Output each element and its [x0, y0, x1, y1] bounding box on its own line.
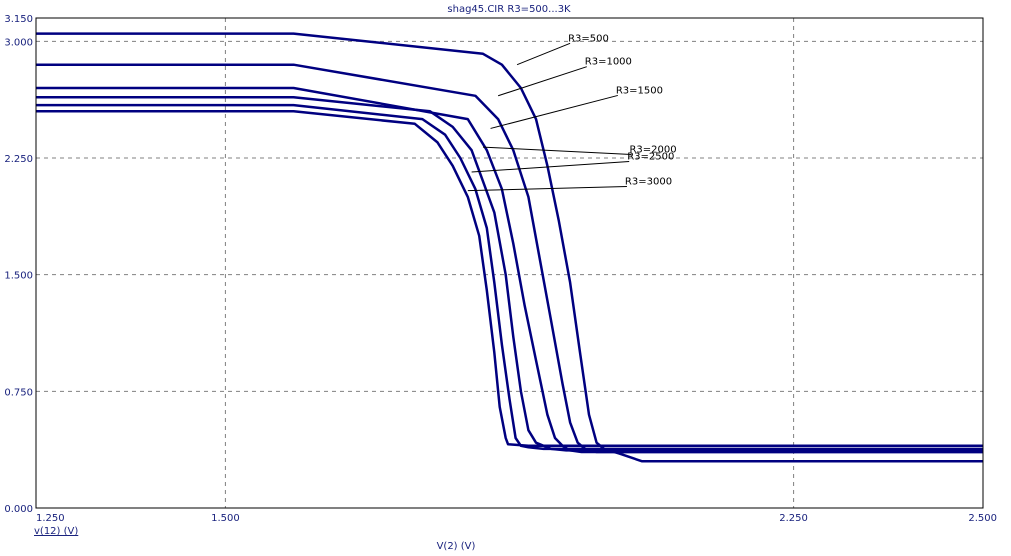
- y-axis-label: v(12) (V): [34, 526, 78, 537]
- y-tick-label: 0.000: [4, 504, 33, 515]
- series-layer: [36, 32, 983, 463]
- y-tick-label: 3.000: [4, 37, 33, 48]
- y-tick-label: 3.150: [4, 14, 33, 25]
- x-axis-label: V(2) (V): [437, 541, 476, 552]
- x-tick-label: 1.500: [211, 513, 240, 524]
- y-tick-label: 2.250: [4, 154, 33, 165]
- chart-title: shag45.CIR R3=500...3K: [447, 4, 571, 15]
- annotation-leader-4: [482, 146, 632, 156]
- series-line-6: [36, 110, 983, 448]
- series-line-1: [36, 32, 983, 463]
- annotation-leader-5: [471, 161, 630, 173]
- annotation-label-5: R3=2500: [627, 152, 674, 163]
- annotation-label-1: R3=500: [568, 33, 609, 44]
- y-tick-label: 0.750: [4, 387, 33, 398]
- x-tick-label: 1.250: [36, 513, 65, 524]
- annotation-leader-6: [467, 185, 627, 192]
- plot-frame: [35, 17, 984, 509]
- annotation-label-3: R3=1500: [616, 85, 663, 96]
- annotation-leader-1: [516, 42, 571, 66]
- annotation-leader-3: [490, 94, 618, 129]
- annotation-label-6: R3=3000: [625, 176, 672, 187]
- x-tick-label: 2.500: [968, 513, 997, 524]
- annotation-label-2: R3=1000: [585, 57, 632, 68]
- annotation-label-4: R3=2000: [629, 145, 676, 156]
- tick-label-layer: 0.000 0.750 1.500 2.250 3.000 3.150 1.250 1.500…: [4, 14, 997, 524]
- annotation-leader-2: [497, 66, 587, 97]
- x-tick-label: 2.250: [779, 513, 808, 524]
- y-tick-label: 1.500: [4, 271, 33, 282]
